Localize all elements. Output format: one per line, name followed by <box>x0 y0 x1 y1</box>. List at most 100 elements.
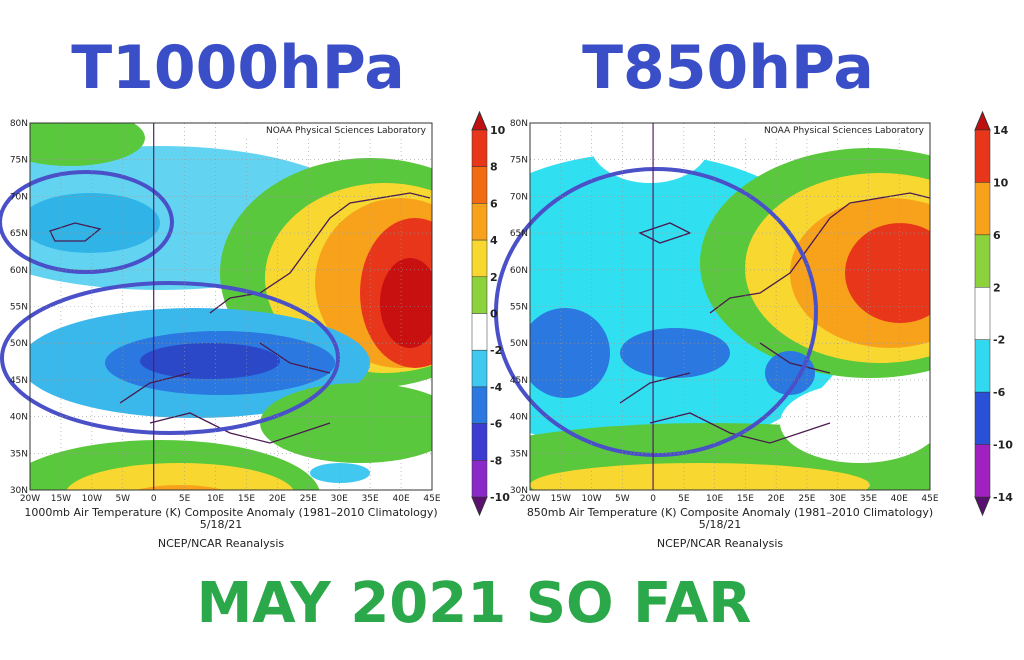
caption: 1000mb Air Temperature (K) Composite Ano… <box>24 506 437 519</box>
lat-label: 50N <box>510 339 528 349</box>
colorbar-label: 0 <box>490 308 498 321</box>
colorbar-swatch <box>471 423 488 461</box>
lon-label: 10E <box>706 494 723 504</box>
lon-label: 25E <box>300 494 317 504</box>
colorbar-swatch <box>471 386 488 424</box>
colorbar-label: -6 <box>490 418 503 431</box>
colorbar-label: -2 <box>993 334 1005 347</box>
colorbar-label: -8 <box>490 454 502 467</box>
colorbar-swatch <box>974 129 991 183</box>
caption: 5/18/21 <box>699 518 741 531</box>
lon-label: 40E <box>393 494 410 504</box>
colorbar-end <box>471 110 488 131</box>
lon-label: 20W <box>520 494 540 504</box>
lon-label: 5W <box>615 494 630 504</box>
lat-label: 35N <box>510 449 528 459</box>
caption: 850mb Air Temperature (K) Composite Anom… <box>527 506 933 519</box>
lon-label: 10E <box>207 494 224 504</box>
colorbar-label: 14 <box>993 124 1009 137</box>
colorbar-label: 6 <box>993 229 1001 242</box>
lon-label: 15W <box>551 494 571 504</box>
lon-label: 5E <box>179 494 191 504</box>
colorbar-swatch <box>974 234 991 288</box>
colorbar-swatch <box>471 129 488 167</box>
footer-title: MAY 2021 SO FAR <box>197 571 752 636</box>
lat-label: 80N <box>510 119 528 129</box>
map-field <box>30 123 432 490</box>
colorbar-swatch <box>974 182 991 236</box>
lon-label: 20W <box>20 494 40 504</box>
lat-label: 55N <box>510 303 528 313</box>
lat-label: 30N <box>10 486 28 496</box>
colorbar-end <box>471 496 488 517</box>
colorbar-swatch <box>471 239 488 278</box>
lon-label: 0 <box>650 494 656 504</box>
colorbar-label: -6 <box>993 386 1006 399</box>
lat-label: 30N <box>510 486 528 496</box>
caption: 5/18/21 <box>200 518 242 531</box>
lat-label: 55N <box>10 303 28 313</box>
colorbar-label: -2 <box>490 344 502 357</box>
lon-label: 15E <box>238 494 255 504</box>
lon-label: 45E <box>423 494 440 504</box>
lat-label: 50N <box>10 339 28 349</box>
lon-label: 10W <box>82 494 102 504</box>
colorbar-swatch <box>974 391 991 445</box>
lat-label: 75N <box>510 156 528 166</box>
colorbar-label: -4 <box>490 381 503 394</box>
lon-label: 25E <box>798 494 815 504</box>
lon-label: 30E <box>829 494 846 504</box>
highlight-ring <box>0 170 174 274</box>
lat-label: 80N <box>10 119 28 129</box>
lat-label: 40N <box>510 413 528 423</box>
lat-label: 75N <box>10 156 28 166</box>
colorbar-end <box>974 110 991 131</box>
map-title: T1000hPa <box>71 33 405 103</box>
lon-label: 45E <box>921 494 938 504</box>
colorbar-label: -10 <box>490 491 510 504</box>
lon-label: 20E <box>269 494 286 504</box>
colorbar-swatch <box>471 349 488 388</box>
lon-label: 5W <box>115 494 130 504</box>
colorbar-label: 2 <box>490 271 498 284</box>
lon-label: 10W <box>581 494 601 504</box>
colorbar-label: 8 <box>490 161 498 174</box>
lat-label: 45N <box>510 376 528 386</box>
lat-label: 40N <box>10 413 28 423</box>
lat-label: 60N <box>10 266 28 276</box>
lon-label: 35E <box>860 494 877 504</box>
colorbar-swatch <box>471 203 488 241</box>
lat-label: 60N <box>510 266 528 276</box>
lon-label: 15E <box>737 494 754 504</box>
colorbar-label: -14 <box>993 491 1013 504</box>
lon-label: 15W <box>51 494 71 504</box>
lon-label: 0 <box>151 494 157 504</box>
colorbar-swatch <box>974 444 991 498</box>
caption: NCEP/NCAR Reanalysis <box>657 537 783 550</box>
colorbar-swatch <box>974 287 991 340</box>
lon-label: 30E <box>331 494 348 504</box>
colorbar-label: 2 <box>993 281 1001 294</box>
colorbar-label: 4 <box>490 234 498 247</box>
credit-box <box>728 124 929 136</box>
colorbar-swatch <box>471 460 488 498</box>
colorbar-label: 6 <box>490 197 498 210</box>
highlight-ring <box>494 167 818 457</box>
credit: NOAA Physical Sciences Laboratory <box>266 126 427 136</box>
colorbar-swatch <box>974 339 991 393</box>
colorbar-end <box>974 496 991 517</box>
caption: NCEP/NCAR Reanalysis <box>158 537 284 550</box>
colorbar-label: 10 <box>993 176 1009 189</box>
lat-label: 35N <box>10 449 28 459</box>
credit-box <box>230 124 431 136</box>
lat-label: 45N <box>10 376 28 386</box>
colorbar-label: -10 <box>993 439 1013 452</box>
lat-label: 65N <box>510 229 528 239</box>
lon-label: 35E <box>362 494 379 504</box>
colorbar-swatch <box>471 166 488 204</box>
highlight-ring <box>0 281 340 435</box>
map-title: T850hPa <box>582 33 874 103</box>
lat-label: 70N <box>510 192 528 202</box>
colorbar-label: 10 <box>490 124 506 137</box>
